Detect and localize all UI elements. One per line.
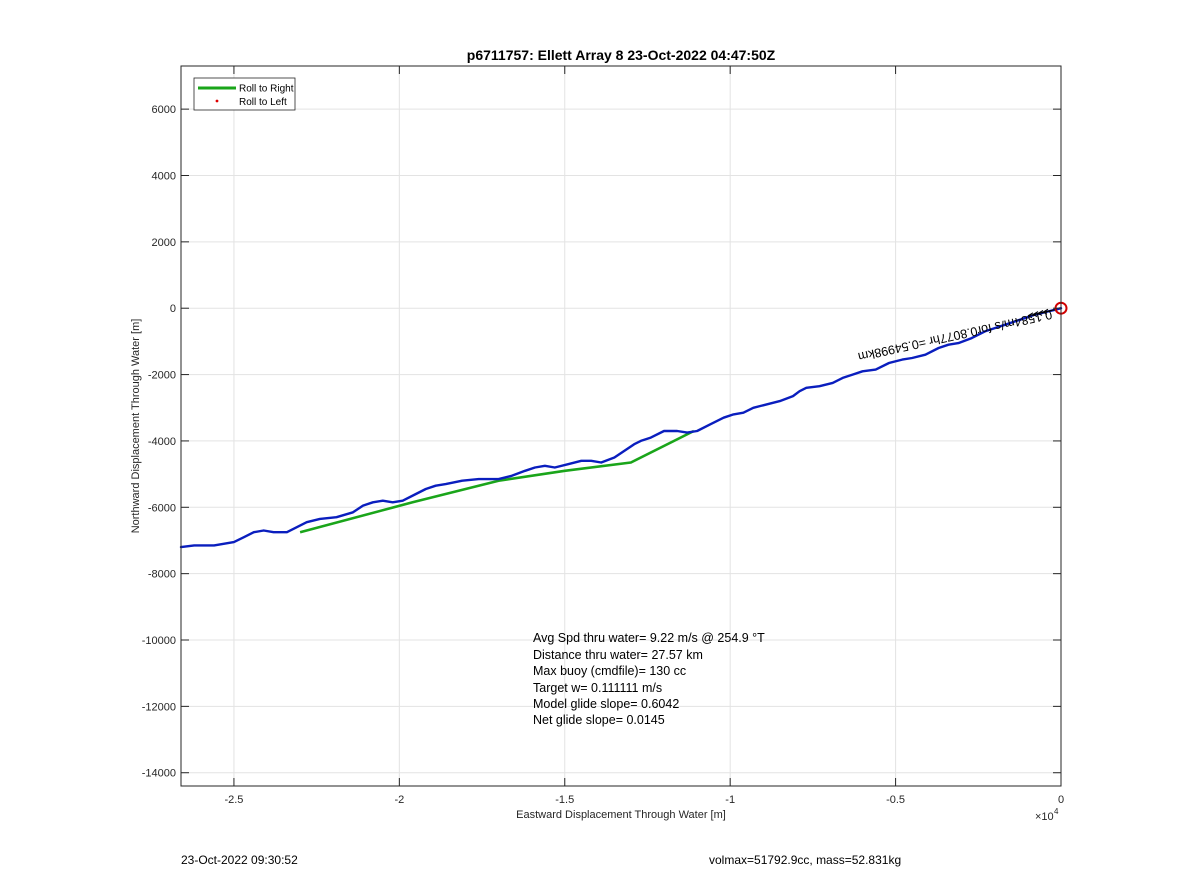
x-exponent-base: ×10 [1035,811,1054,823]
annotation-net-glide-slope: Net glide slope= 0.0145 [533,713,665,727]
stats-annotation: Avg Spd thru water= 9.22 m/s @ 254.9 °T … [533,631,765,727]
x-axis-label: Eastward Displacement Through Water [m] [516,809,726,821]
legend-label-roll-right: Roll to Right [239,84,294,95]
x-tick-label: -2 [394,794,404,806]
series-line-roll-right [299,429,695,534]
plot-frame [180,65,1062,787]
legend-swatch-roll-left [215,99,219,103]
current-arrow-head [1027,315,1033,319]
x-tick-label: 0 [1058,794,1064,806]
y-tick-label: 6000 [152,104,176,116]
y-tick-label: -14000 [142,768,176,780]
y-tick-label: 0 [170,303,176,315]
annotation-target-w: Target w= 0.111111 m/s [533,681,662,695]
x-tick-label: -2.5 [224,794,243,806]
x-exponent-power: 4 [1054,807,1059,816]
footer-mass-info: volmax=51792.9cc, mass=52.831kg [709,853,901,867]
y-axis-label: Northward Displacement Through Water [m] [130,319,142,534]
annotation-distance: Distance thru water= 27.57 km [533,648,703,662]
footer-timestamp: 23-Oct-2022 09:30:52 [181,853,298,867]
current-arrow [1027,312,1043,317]
y-tick-label: 4000 [152,170,176,182]
legend[interactable]: Roll to Right Roll to Left [193,77,296,111]
legend-label-roll-left: Roll to Left [239,97,287,108]
y-tick-label: -6000 [148,502,176,514]
x-exponent: ×10 4 [1035,807,1059,823]
chart-title: p6711757: Ellett Array 8 23-Oct-2022 04:… [467,47,776,63]
annotation-model-glide-slope: Model glide slope= 0.6042 [533,697,679,711]
y-tick-label: -4000 [148,436,176,448]
track-line [179,307,1063,549]
axis-ticks: -2.5 -2 -1.5 -1 -0.5 0 6000 4000 2000 0 -2000 -4000… [142,66,1064,806]
x-tick-label: -0.5 [886,794,905,806]
legend-box [193,77,296,111]
x-tick-label: -1.5 [555,794,574,806]
y-tick-label: -8000 [148,569,176,581]
y-tick-label: -2000 [148,370,176,382]
y-tick-label: -12000 [142,701,176,713]
y-tick-label: -10000 [142,635,176,647]
x-tick-label: -1 [725,794,735,806]
current-arrow-head [1027,312,1034,317]
annotation-avg-speed: Avg Spd thru water= 9.22 m/s @ 254.9 °T [533,631,765,645]
y-tick-label: 2000 [152,237,176,249]
annotation-max-buoy: Max buoy (cmdfile)= 130 cc [533,664,686,678]
